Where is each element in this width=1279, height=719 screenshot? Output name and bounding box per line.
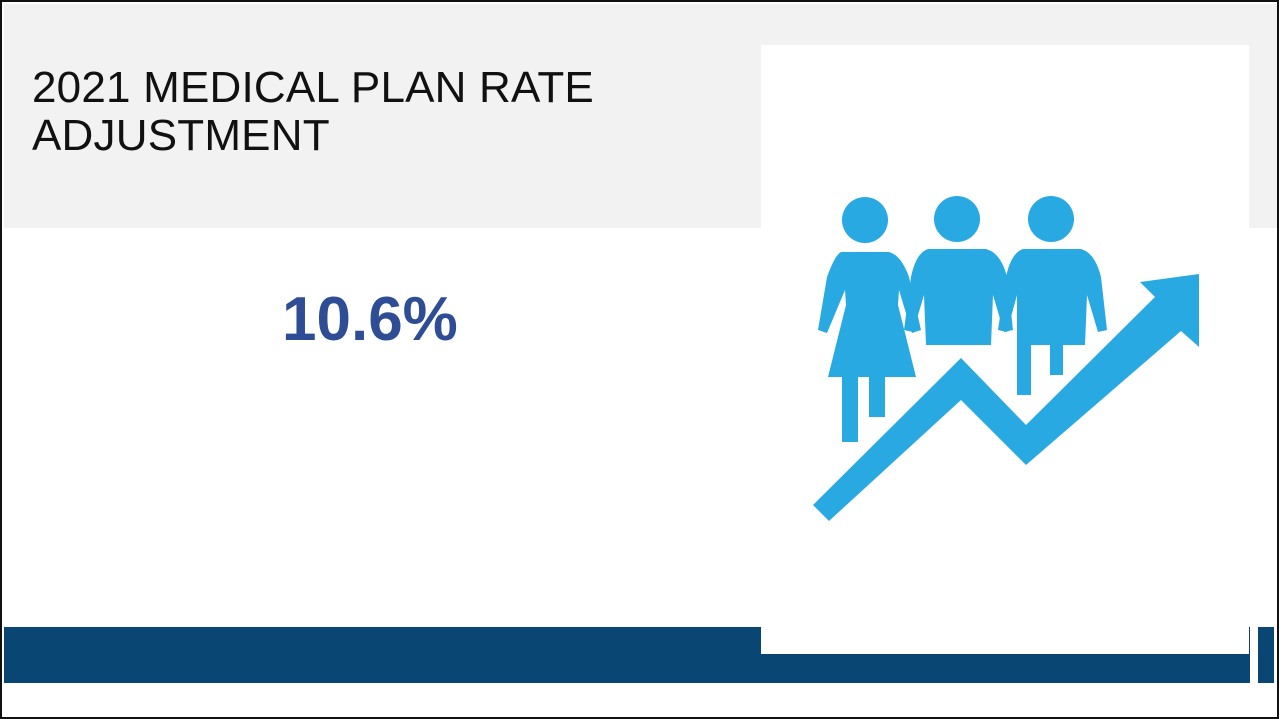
slide-title: 2021 MEDICAL PLAN RATE ADJUSTMENT: [32, 64, 732, 160]
illustration-panel: [761, 45, 1249, 654]
title-line-1: 2021 MEDICAL PLAN RATE: [32, 63, 594, 112]
footer-accent: [1258, 627, 1274, 683]
rate-value: 10.6%: [282, 285, 458, 354]
title-line-2: ADJUSTMENT: [32, 111, 330, 160]
people-growth-arrow-icon: [813, 196, 1199, 521]
